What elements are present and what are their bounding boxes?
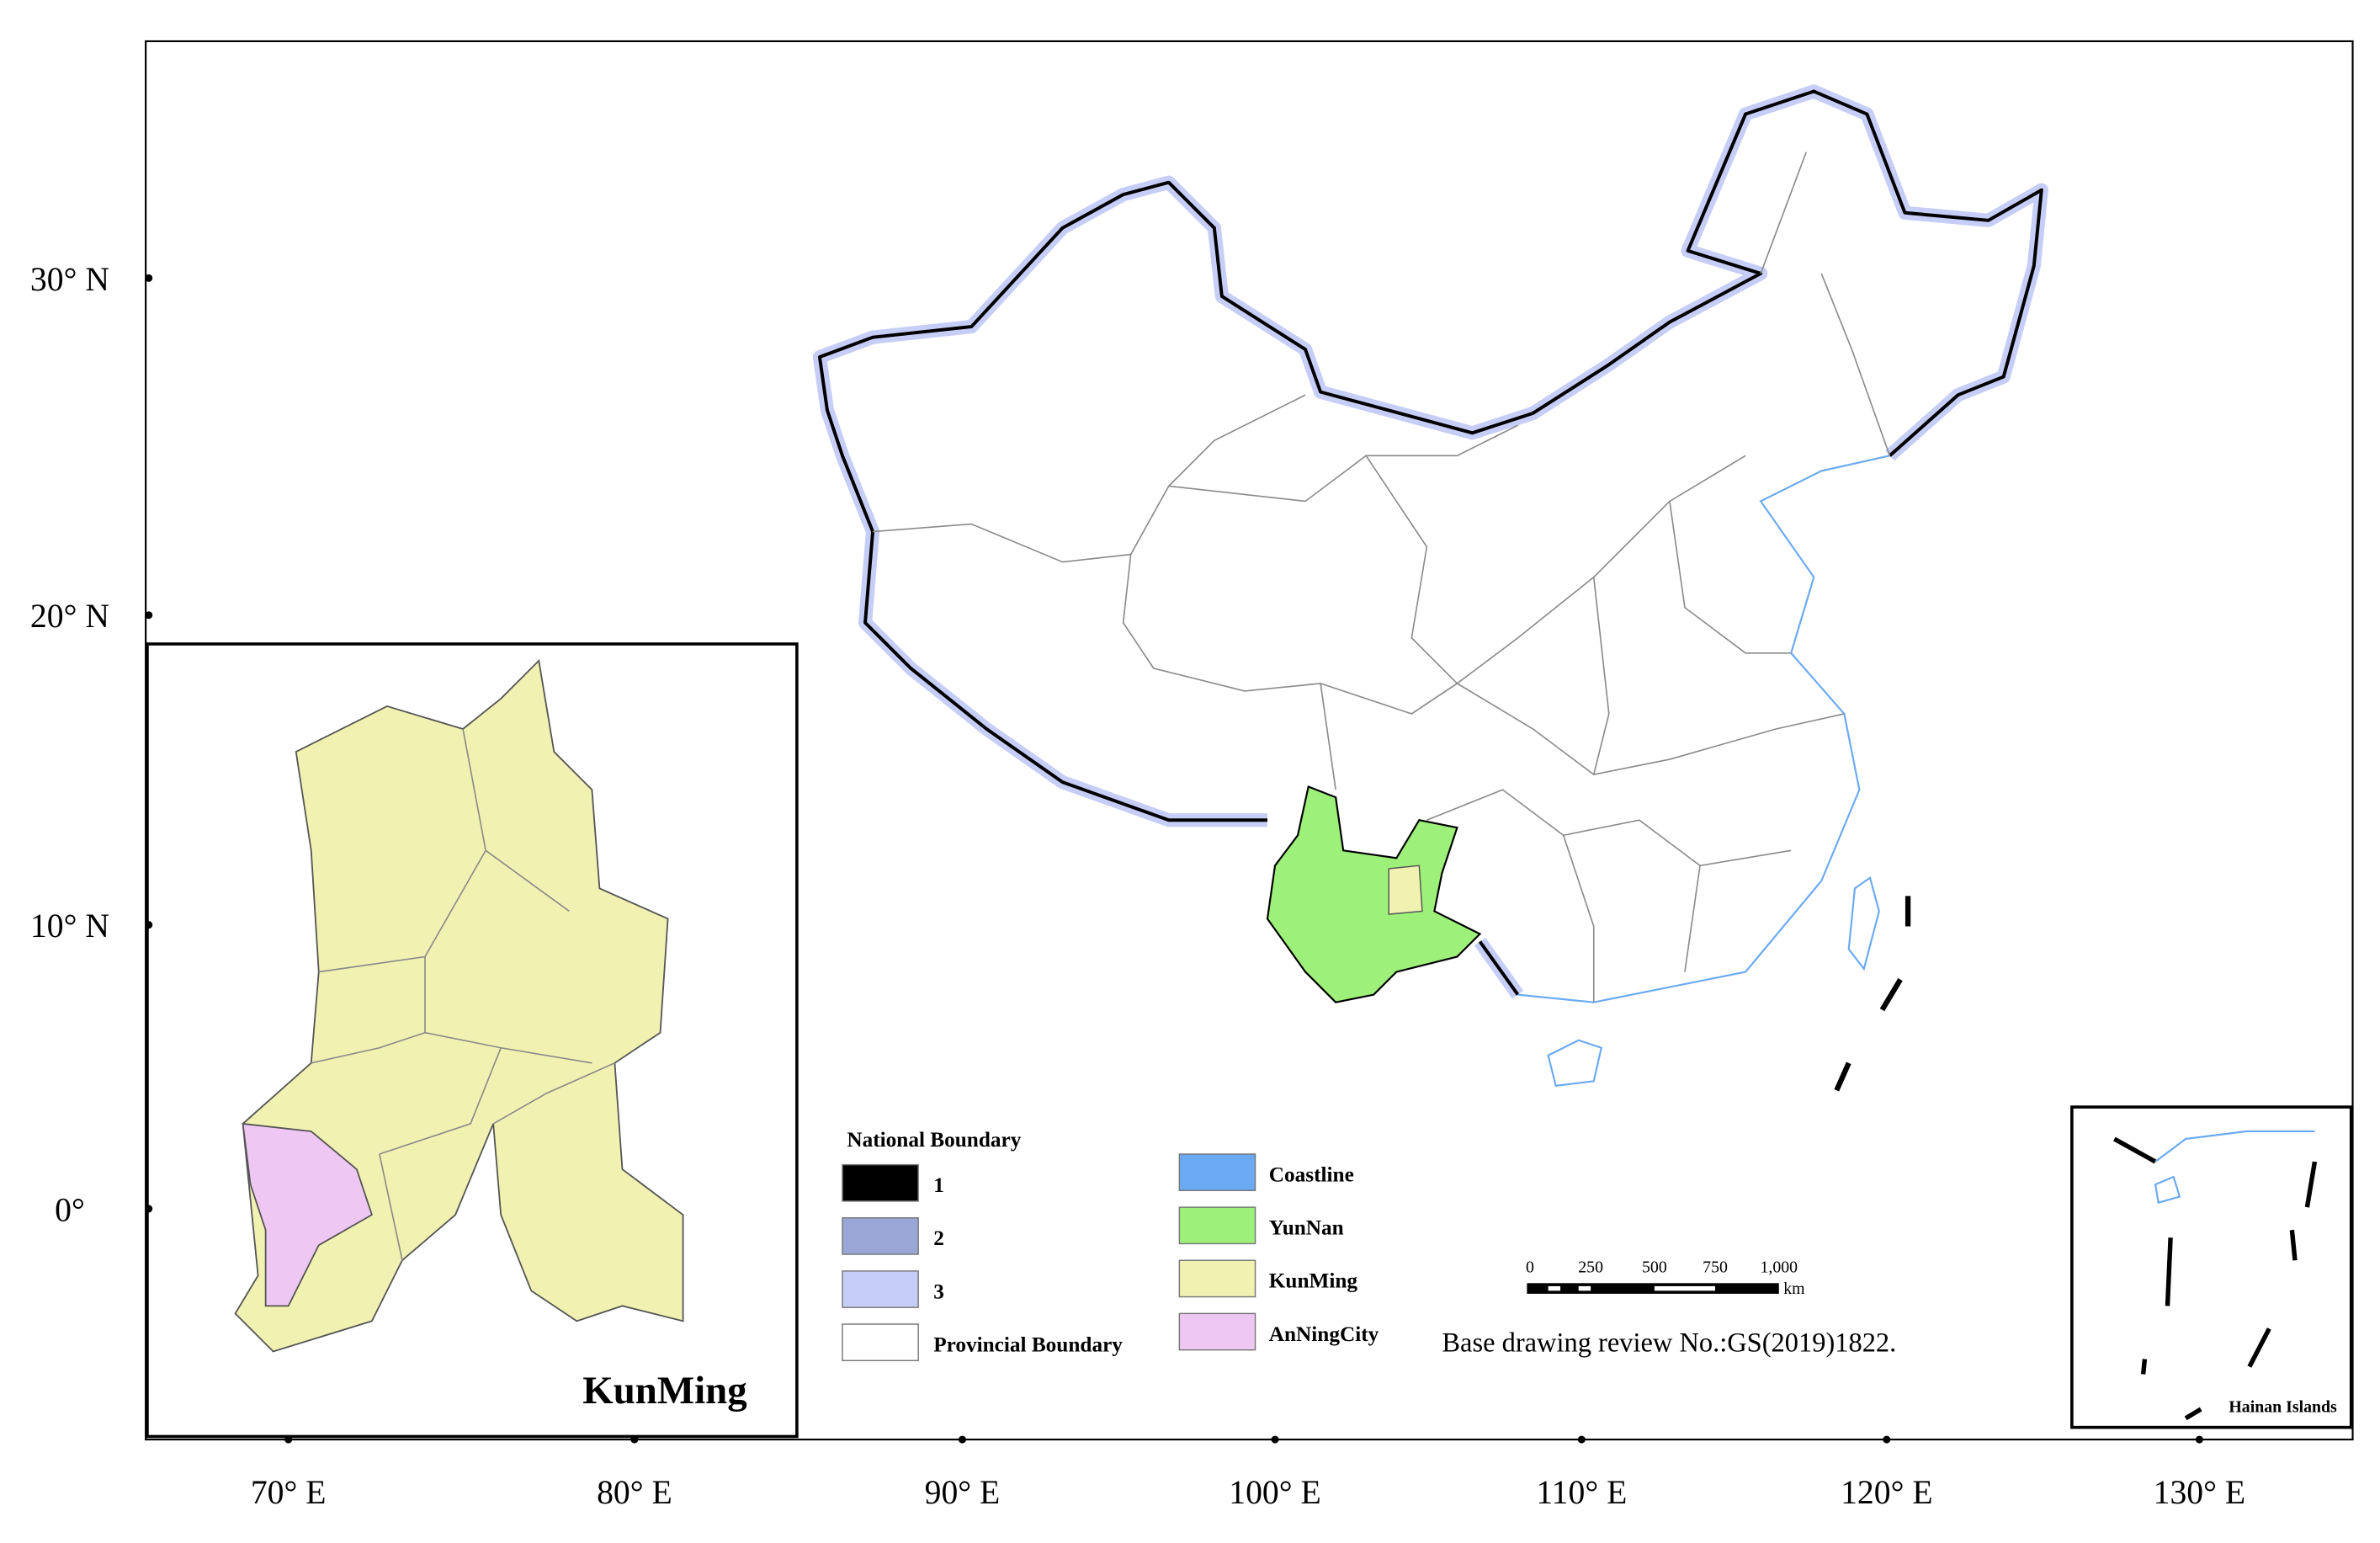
lon-tick (284, 1435, 293, 1444)
legend-label: 1 (933, 1173, 944, 1197)
lon-tick (958, 1435, 966, 1444)
lon-label: 130° E (2154, 1474, 2245, 1511)
scale-bar-segment (1548, 1285, 1561, 1291)
scale-tick-label: 0 (1526, 1258, 1534, 1277)
lon-tick (1271, 1435, 1279, 1444)
lat-label: 20° N (30, 598, 109, 635)
review-note: Base drawing review No.:GS(2019)1822. (1442, 1328, 1896, 1358)
scale-tick-label: 500 (1642, 1258, 1667, 1277)
legend-swatch (1178, 1259, 1256, 1298)
lat-tick (145, 274, 153, 282)
lon-label: 80° E (597, 1474, 672, 1511)
lon-label: 70° E (251, 1474, 327, 1511)
national-boundary (817, 89, 2043, 996)
scale-tick-label: 250 (1578, 1258, 1603, 1277)
legend-label: Provincial Boundary (933, 1333, 1123, 1356)
taiwan (1847, 875, 1880, 971)
lat-label: 0° (55, 1191, 85, 1228)
lat-label: 10° N (30, 907, 109, 944)
legend-label: YunNan (1269, 1216, 1344, 1240)
anning-city (242, 1122, 373, 1307)
hainan-inset-label: Hainan Islands (2229, 1398, 2337, 1417)
lon-label: 110° E (1536, 1474, 1627, 1511)
nine-dash-line (1834, 896, 1911, 1092)
lat-tick (145, 921, 153, 929)
legend-label: 2 (933, 1226, 944, 1250)
legend-swatch (842, 1270, 919, 1308)
legend-swatch (1178, 1153, 1256, 1192)
legend-swatch (842, 1323, 919, 1362)
scale-tick-label: 750 (1703, 1258, 1728, 1277)
legend-swatch (1178, 1312, 1256, 1351)
yunnan (1266, 785, 1482, 1003)
scale-bar-segment (1578, 1285, 1591, 1291)
hainan-inset-coast (2154, 1130, 2315, 1205)
kunming-small (1388, 865, 1423, 915)
lon-tick (1577, 1435, 1586, 1444)
legend-label: Coastline (1269, 1163, 1354, 1186)
legend-label: KunMing (1269, 1269, 1358, 1293)
legend-swatch (1178, 1206, 1256, 1245)
lon-label: 120° E (1841, 1474, 1932, 1511)
legend-label: 3 (933, 1280, 944, 1303)
legend-swatch (842, 1217, 919, 1255)
hainan (1547, 1039, 1603, 1088)
inset-title: KunMing (582, 1369, 746, 1413)
hainan-inset-dashes (2113, 1136, 2318, 1421)
scale-bar: 0 250 500 750 1,000 km (1526, 1258, 1805, 1298)
scale-bar-segment (1654, 1285, 1716, 1291)
lon-label: 90° E (925, 1474, 1001, 1511)
provincial-boundaries (872, 152, 1891, 1003)
lon-tick (630, 1435, 639, 1444)
legend-swatch (842, 1163, 919, 1202)
lon-label: 100° E (1229, 1474, 1320, 1511)
lat-tick (145, 611, 153, 620)
scale-bar-body (1527, 1283, 1779, 1294)
china-land (819, 91, 2042, 1003)
scale-unit: km (1783, 1280, 1805, 1298)
lat-tick (145, 1205, 153, 1213)
china (812, 84, 2048, 1092)
axes: 30° N20° N10° N0°70° E 80° E 90° E 100° E 11… (30, 261, 2245, 1511)
legend: 1 2 3 Provincial Boundary Coastline YunNan Kun… (842, 1153, 1379, 1362)
hainan-inset (2070, 1105, 2353, 1429)
legend-title: National Boundary (847, 1128, 1021, 1152)
lon-tick (1883, 1435, 1891, 1444)
lat-label: 30° N (30, 261, 109, 298)
legend-label: AnNingCity (1269, 1322, 1379, 1346)
lon-tick (2195, 1435, 2203, 1444)
scale-tick-label: 1,000 (1760, 1258, 1798, 1277)
district-boundaries (311, 728, 615, 1261)
